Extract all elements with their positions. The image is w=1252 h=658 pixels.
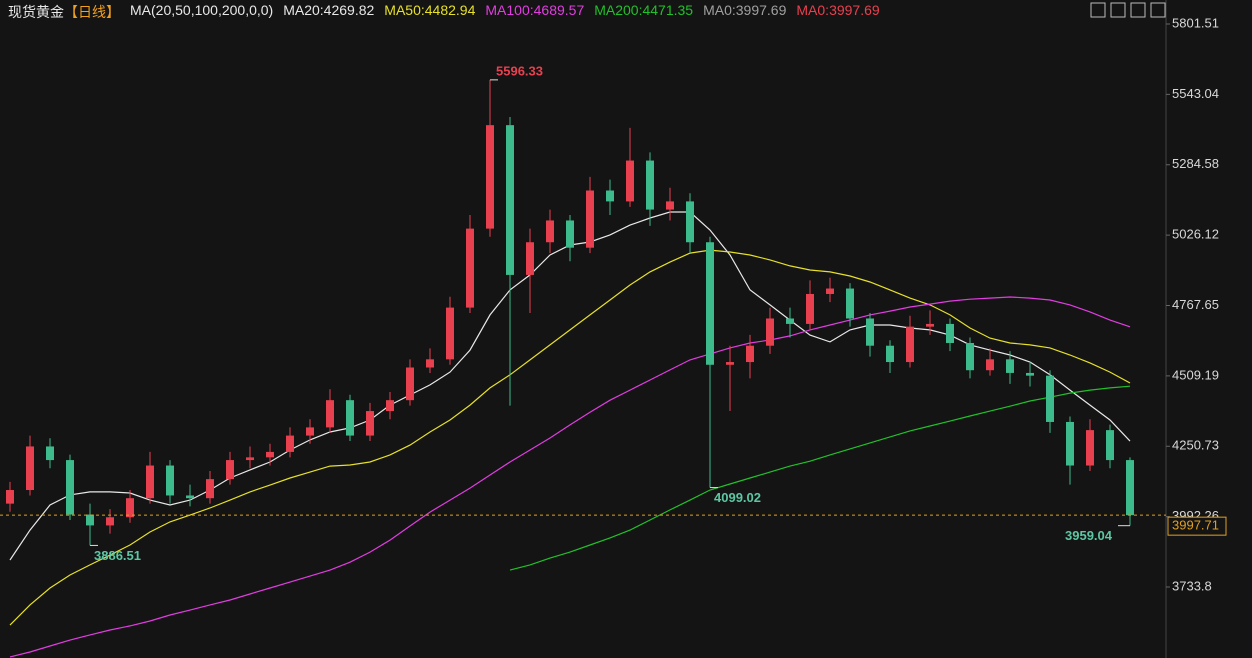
candle-body bbox=[746, 345, 754, 363]
candle-body bbox=[846, 288, 854, 319]
candle-body bbox=[586, 190, 594, 248]
candle-body bbox=[346, 400, 354, 436]
legend-entry: MA0:3997.69 bbox=[703, 2, 787, 18]
candle-body bbox=[1006, 359, 1014, 373]
candle-body bbox=[146, 465, 154, 499]
candle-body bbox=[726, 362, 734, 365]
current-price-label: 3997.71 bbox=[1172, 518, 1219, 533]
low-label: 4099.02 bbox=[714, 490, 761, 505]
period[interactable]: 【日线】 bbox=[64, 4, 120, 20]
candle-body bbox=[826, 288, 834, 294]
ma-line bbox=[509, 385, 1131, 571]
indicator[interactable]: MA(20,50,100,200,0,0) bbox=[130, 2, 274, 18]
ma-line bbox=[9, 211, 1131, 561]
candle-body bbox=[886, 345, 894, 363]
legend-entry: MA50:4482.94 bbox=[384, 2, 476, 18]
candle-body bbox=[986, 359, 994, 371]
candle-body bbox=[326, 400, 334, 428]
current-price-box bbox=[1167, 516, 1227, 536]
y-tick-label: 4767.65 bbox=[1172, 297, 1219, 312]
toolbar-icons bbox=[1090, 2, 1166, 18]
candle-body bbox=[626, 160, 634, 202]
candle-body bbox=[926, 323, 934, 327]
y-tick-label: 4509.19 bbox=[1172, 367, 1219, 382]
candle-body bbox=[1086, 430, 1094, 466]
ma-line bbox=[9, 249, 1131, 626]
legend-entry: MA20:4269.82 bbox=[283, 2, 375, 18]
ma-line bbox=[9, 296, 1131, 658]
candle-body bbox=[66, 460, 74, 515]
candle-body bbox=[806, 293, 814, 324]
candle-body bbox=[206, 479, 214, 499]
high-label: 5596.33 bbox=[496, 63, 543, 78]
legend-entry: MA0:3997.69 bbox=[796, 2, 880, 18]
candle-body bbox=[186, 495, 194, 499]
candle-body bbox=[546, 220, 554, 243]
candle-body bbox=[426, 359, 434, 368]
candle-body bbox=[386, 400, 394, 412]
y-tick-label: 5801.51 bbox=[1172, 15, 1219, 30]
legend-entry: MA200:4471.35 bbox=[594, 2, 694, 18]
candle-body bbox=[286, 435, 294, 452]
title: 现货黄金 bbox=[8, 4, 64, 20]
candle-body bbox=[766, 318, 774, 346]
low-label: 3959.04 bbox=[1065, 528, 1113, 543]
candle-body bbox=[1026, 372, 1034, 376]
candle-body bbox=[1106, 430, 1114, 461]
candle-body bbox=[366, 411, 374, 436]
candle-body bbox=[226, 460, 234, 480]
candle-body bbox=[1066, 421, 1074, 466]
candle-body bbox=[686, 201, 694, 243]
candle-body bbox=[946, 323, 954, 343]
candle-body bbox=[866, 318, 874, 346]
header: 现货黄金 【日线】 MA(20,50,100,200,0,0) MA20:426… bbox=[8, 2, 880, 22]
candle-body bbox=[486, 125, 494, 229]
candle-body bbox=[526, 242, 534, 275]
candle-body bbox=[246, 457, 254, 461]
candle-body bbox=[166, 465, 174, 496]
candle-body bbox=[506, 125, 514, 275]
candle-body bbox=[906, 326, 914, 363]
candle-body bbox=[86, 514, 94, 526]
candle-body bbox=[1126, 460, 1134, 516]
y-tick-label: 5284.58 bbox=[1172, 156, 1219, 171]
candle-body bbox=[646, 160, 654, 210]
candle-body bbox=[666, 201, 674, 210]
y-tick-label: 4250.73 bbox=[1172, 438, 1219, 453]
candle-body bbox=[706, 242, 714, 365]
y-tick-label: 5543.04 bbox=[1172, 86, 1219, 101]
y-tick-label: 5026.12 bbox=[1172, 227, 1219, 242]
candle-body bbox=[6, 490, 14, 504]
candle-body bbox=[306, 427, 314, 436]
candle-body bbox=[26, 446, 34, 491]
candle-body bbox=[1046, 375, 1054, 422]
candle-body bbox=[106, 517, 114, 526]
candle-body bbox=[566, 220, 574, 248]
low-label: 3886.51 bbox=[94, 548, 141, 563]
candle-body bbox=[466, 228, 474, 308]
candle-body bbox=[46, 446, 54, 461]
legend-entry: MA100:4689.57 bbox=[485, 2, 585, 18]
candle-body bbox=[606, 190, 614, 202]
y-tick-label: 3733.8 bbox=[1172, 578, 1212, 593]
candle-body bbox=[126, 498, 134, 518]
candle-body bbox=[786, 318, 794, 324]
candle-body bbox=[406, 367, 414, 401]
candle-body bbox=[446, 307, 454, 360]
candle-body bbox=[266, 451, 274, 458]
candle-body bbox=[966, 342, 974, 371]
